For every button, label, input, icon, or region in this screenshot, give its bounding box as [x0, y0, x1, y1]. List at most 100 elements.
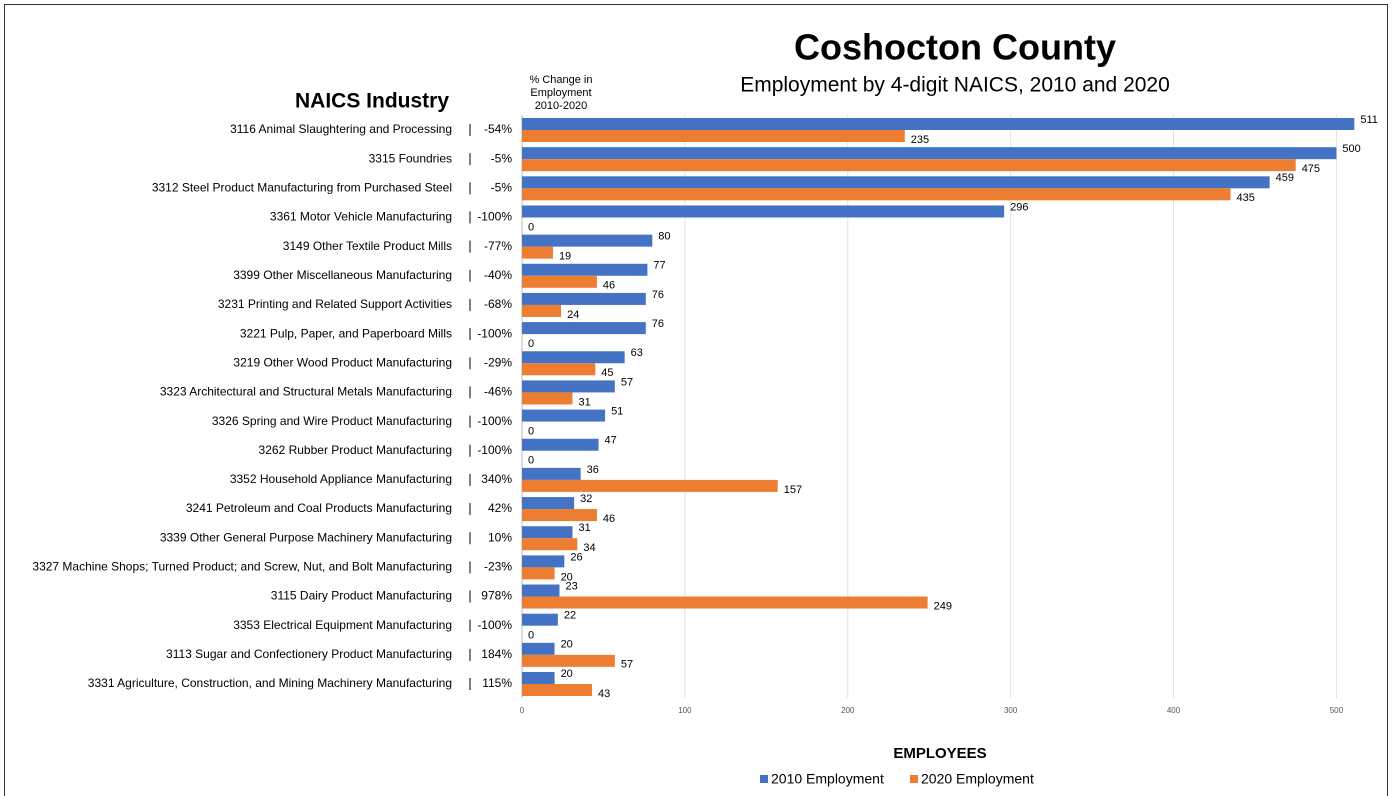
data-label: 24 [567, 309, 579, 321]
y-tick-label: 3115 Dairy Product Manufacturing [271, 589, 452, 603]
y-tick-label: 3399 Other Miscellaneous Manufacturing [233, 268, 452, 282]
data-label: 80 [658, 231, 670, 243]
change-label: -5% [491, 151, 513, 165]
bar [522, 684, 593, 696]
y-tick-label: 3361 Motor Vehicle Manufacturing [270, 210, 452, 224]
data-label: 76 [652, 318, 664, 330]
bar [522, 130, 905, 142]
change-label: -40% [484, 268, 512, 282]
bar [522, 392, 573, 405]
change-label: -68% [484, 297, 512, 311]
y-tick-label: 3231 Printing and Related Support Activi… [218, 297, 452, 311]
bar [522, 672, 555, 684]
data-label: 20 [561, 639, 573, 651]
change-label: -100% [477, 443, 512, 457]
y-tick-label: 3326 Spring and Wire Product Manufacturi… [212, 414, 452, 428]
y-tick-label: 3352 Household Appliance Manufacturing [230, 472, 452, 486]
bar [522, 292, 646, 305]
data-label: 435 [1237, 192, 1255, 204]
y-tick-label: 3327 Machine Shops; Turned Product; and … [32, 560, 452, 574]
data-label: 249 [934, 600, 952, 612]
bar [522, 188, 1231, 201]
change-label: -100% [477, 326, 512, 340]
x-tick-label: 200 [841, 706, 855, 715]
y-tick-label: 3113 Sugar and Confectionery Product Man… [166, 647, 452, 661]
data-label: 20 [561, 571, 573, 583]
data-label: 47 [605, 435, 617, 447]
bar [522, 613, 558, 626]
bar [522, 526, 573, 539]
bar [522, 596, 928, 609]
data-label: 31 [578, 396, 590, 408]
bar [522, 176, 1270, 189]
bar [522, 509, 597, 522]
data-label: 23 [565, 580, 577, 592]
bar [522, 438, 599, 451]
data-label: 22 [564, 610, 576, 622]
category-header: NAICS Industry [295, 90, 449, 113]
y-tick-label: 3331 Agriculture, Construction, and Mini… [88, 676, 452, 690]
change-label: -100% [477, 210, 512, 224]
x-tick-label: 400 [1167, 706, 1181, 715]
change-label: -100% [477, 618, 512, 632]
bar [522, 263, 648, 276]
y-tick-label: 3241 Petroleum and Coal Products Manufac… [186, 501, 452, 515]
bar [522, 555, 565, 568]
change-label: 340% [481, 472, 512, 486]
chart-subtitle: Employment by 4-digit NAICS, 2010 and 20… [740, 74, 1170, 97]
data-label: 36 [587, 464, 599, 476]
bar [522, 567, 555, 580]
data-label: 51 [611, 405, 623, 417]
bar [522, 642, 555, 655]
change-label: -46% [484, 385, 512, 399]
bar [522, 159, 1296, 172]
data-label: 77 [653, 260, 665, 272]
data-label: 235 [911, 134, 929, 146]
change-header: % Change in [530, 74, 593, 86]
legend-swatch [910, 775, 918, 783]
data-label: 500 [1342, 143, 1360, 155]
bar [522, 275, 597, 288]
x-tick-label: 500 [1330, 706, 1344, 715]
bar [522, 234, 653, 247]
data-label: 20 [561, 668, 573, 680]
bar [522, 584, 560, 597]
change-label: -5% [491, 180, 513, 194]
change-label: 42% [488, 501, 512, 515]
data-label: 26 [570, 551, 582, 563]
change-header: Employment [530, 87, 591, 99]
y-tick-label: 3149 Other Textile Product Mills [283, 239, 452, 253]
y-tick-label: 3221 Pulp, Paper, and Paperboard Mills [240, 326, 452, 340]
x-tick-label: 0 [520, 706, 525, 715]
change-label: 978% [481, 589, 512, 603]
y-tick-label: 3339 Other General Purpose Machinery Man… [160, 530, 452, 544]
data-label: 475 [1302, 163, 1320, 175]
data-label: 34 [583, 542, 595, 554]
y-tick-label: 3312 Steel Product Manufacturing from Pu… [152, 180, 452, 194]
bar [522, 497, 575, 510]
change-label: -54% [484, 122, 512, 136]
bar [522, 205, 1005, 218]
y-tick-label: 3315 Foundries [369, 151, 452, 165]
data-label: 32 [580, 493, 592, 505]
legend-label: 2020 Employment [921, 771, 1034, 787]
data-label: 0 [528, 630, 534, 642]
data-label: 157 [784, 484, 802, 496]
legend-label: 2010 Employment [771, 771, 884, 787]
change-label: 184% [481, 647, 512, 661]
bar [522, 147, 1337, 160]
data-label: 511 [1360, 114, 1378, 126]
data-label: 57 [621, 659, 633, 671]
y-tick-label: 3219 Other Wood Product Manufacturing [233, 355, 452, 369]
data-label: 76 [652, 289, 664, 301]
data-label: 0 [528, 425, 534, 437]
bar [522, 363, 596, 376]
change-label: -77% [484, 239, 512, 253]
x-axis-label: EMPLOYEES [893, 745, 986, 762]
legend-swatch [760, 775, 768, 783]
data-label: 46 [603, 513, 615, 525]
data-label: 45 [601, 367, 613, 379]
change-header: 2010-2020 [535, 100, 588, 112]
data-label: 19 [559, 251, 571, 263]
